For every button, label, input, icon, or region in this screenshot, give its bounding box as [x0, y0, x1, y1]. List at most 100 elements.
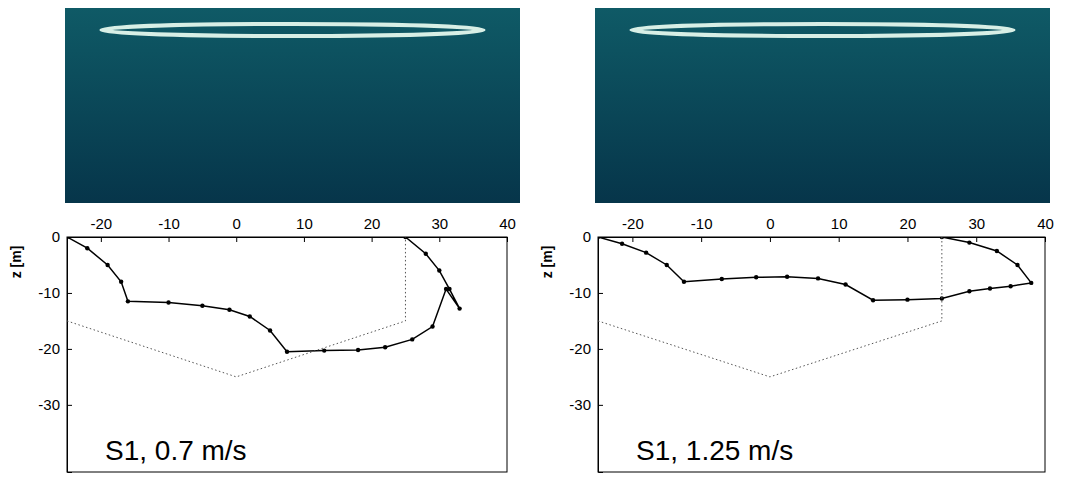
photo-float-ring: [631, 24, 1013, 36]
series-marker: [200, 304, 204, 308]
y-tick-mark: [598, 349, 603, 350]
y-tick-label: 0: [583, 228, 591, 245]
y-tick: -30: [38, 396, 72, 413]
series-marker: [905, 297, 909, 301]
series-marker: [754, 275, 758, 279]
plot-area: [67, 237, 462, 377]
panel-label: S1, 1.25 m/s: [636, 435, 793, 466]
y-axis-title: z [m]: [539, 246, 555, 279]
x-tick: 10: [296, 215, 313, 242]
y-tick-mark: [598, 405, 603, 406]
x-axis-line: [599, 238, 1046, 243]
x-tick-mark: [439, 237, 440, 242]
x-tick: 20: [364, 215, 381, 242]
x-tick-mark: [236, 237, 237, 242]
x-tick-label: 30: [431, 215, 448, 232]
x-tick: -20: [91, 215, 113, 242]
y-tick-mark: [67, 405, 72, 406]
x-axis-line: [68, 238, 508, 243]
x-tick-label: 0: [766, 215, 774, 232]
x-tick: -10: [691, 215, 713, 242]
series-marker: [995, 249, 999, 253]
x-tick-label: 10: [831, 215, 848, 232]
x-tick-mark: [372, 237, 373, 242]
x-tick-mark: [304, 237, 305, 242]
series-marker: [720, 277, 724, 281]
y-tick: -20: [569, 340, 603, 357]
series-marker: [871, 298, 875, 302]
x-axis: -20 -10 0 10 20 30 40: [68, 215, 516, 242]
y-tick-mark: [598, 293, 603, 294]
series-marker: [967, 289, 971, 293]
series-marker: [816, 276, 820, 280]
series-marker: [447, 287, 451, 291]
series-marker: [248, 314, 252, 318]
panel-label: S1, 0.7 m/s: [105, 435, 247, 466]
series-marker: [85, 246, 89, 250]
series-marker: [843, 282, 847, 286]
x-tick: 0: [766, 215, 774, 242]
x-tick: 30: [968, 215, 985, 242]
x-tick-label: 20: [900, 215, 917, 232]
plot-area: [598, 237, 1033, 377]
series-line: [67, 237, 460, 352]
photo: [595, 8, 1050, 203]
x-tick-mark: [907, 237, 908, 242]
y-tick: -20: [38, 340, 72, 357]
series-marker: [356, 348, 360, 352]
x-tick-label: 30: [968, 215, 985, 232]
series-marker: [437, 268, 441, 272]
series-marker: [126, 299, 130, 303]
series-marker: [644, 250, 648, 254]
x-tick: 40: [499, 215, 516, 242]
x-tick-label: 40: [1037, 215, 1054, 232]
series-marker: [620, 242, 624, 246]
plot-frame: [598, 237, 1045, 472]
series-marker: [268, 328, 272, 332]
x-tick: -10: [158, 215, 180, 242]
series-line: [598, 237, 942, 377]
y-tick: 0: [583, 228, 603, 245]
x-tick-label: -10: [158, 215, 180, 232]
y-tick-label: -30: [38, 396, 60, 413]
x-tick-mark: [976, 237, 977, 242]
y-tick-label: -20: [38, 340, 60, 357]
y-tick: 0: [52, 228, 72, 245]
x-tick-mark: [632, 237, 633, 242]
panel: -20-100102030400-10-20-30z [m]S1, 0.7 m/…: [8, 8, 520, 473]
y-axis: 0 -10 -20 -30: [569, 228, 603, 472]
x-tick: 30: [431, 215, 448, 242]
series-marker: [424, 252, 428, 256]
x-tick: 0: [233, 215, 241, 242]
figure: -20 -10 0 10 20 30 40 0 -10 -20 -30 z [m] S1, 0.7 m/…: [0, 0, 1065, 502]
series-marker: [1029, 281, 1033, 285]
series-marker: [430, 324, 434, 328]
x-tick-mark: [839, 237, 840, 242]
y-tick-label: -10: [569, 284, 591, 301]
y-axis: 0 -10 -20 -30: [38, 228, 72, 472]
series-marker: [227, 308, 231, 312]
x-tick-label: -10: [691, 215, 713, 232]
x-tick-mark: [770, 237, 771, 242]
photo-background: [595, 8, 1050, 203]
plot-frame: [67, 237, 507, 472]
y-tick: -30: [569, 396, 603, 413]
x-tick: -20: [622, 215, 644, 242]
x-tick-mark: [701, 237, 702, 242]
x-axis: -20 -10 0 10 20 30 40: [599, 215, 1054, 242]
y-tick: -10: [38, 284, 72, 301]
series-marker: [682, 280, 686, 284]
series-marker: [285, 350, 289, 354]
x-tick-mark: [1045, 237, 1046, 242]
x-tick-label: -20: [622, 215, 644, 232]
y-axis-line: [599, 238, 604, 473]
y-axis-line: [68, 238, 73, 473]
x-tick-label: 0: [233, 215, 241, 232]
x-tick-mark: [507, 237, 508, 242]
y-tick-label: 0: [52, 228, 60, 245]
series-marker: [988, 286, 992, 290]
x-tick-label: 20: [364, 215, 381, 232]
series-marker: [410, 337, 414, 341]
panel: -20 -10 0 10 20 30 40 0 -10 -20 -30 z [m] S1, 1.25 m…: [539, 8, 1054, 473]
x-tick: 10: [831, 215, 848, 242]
